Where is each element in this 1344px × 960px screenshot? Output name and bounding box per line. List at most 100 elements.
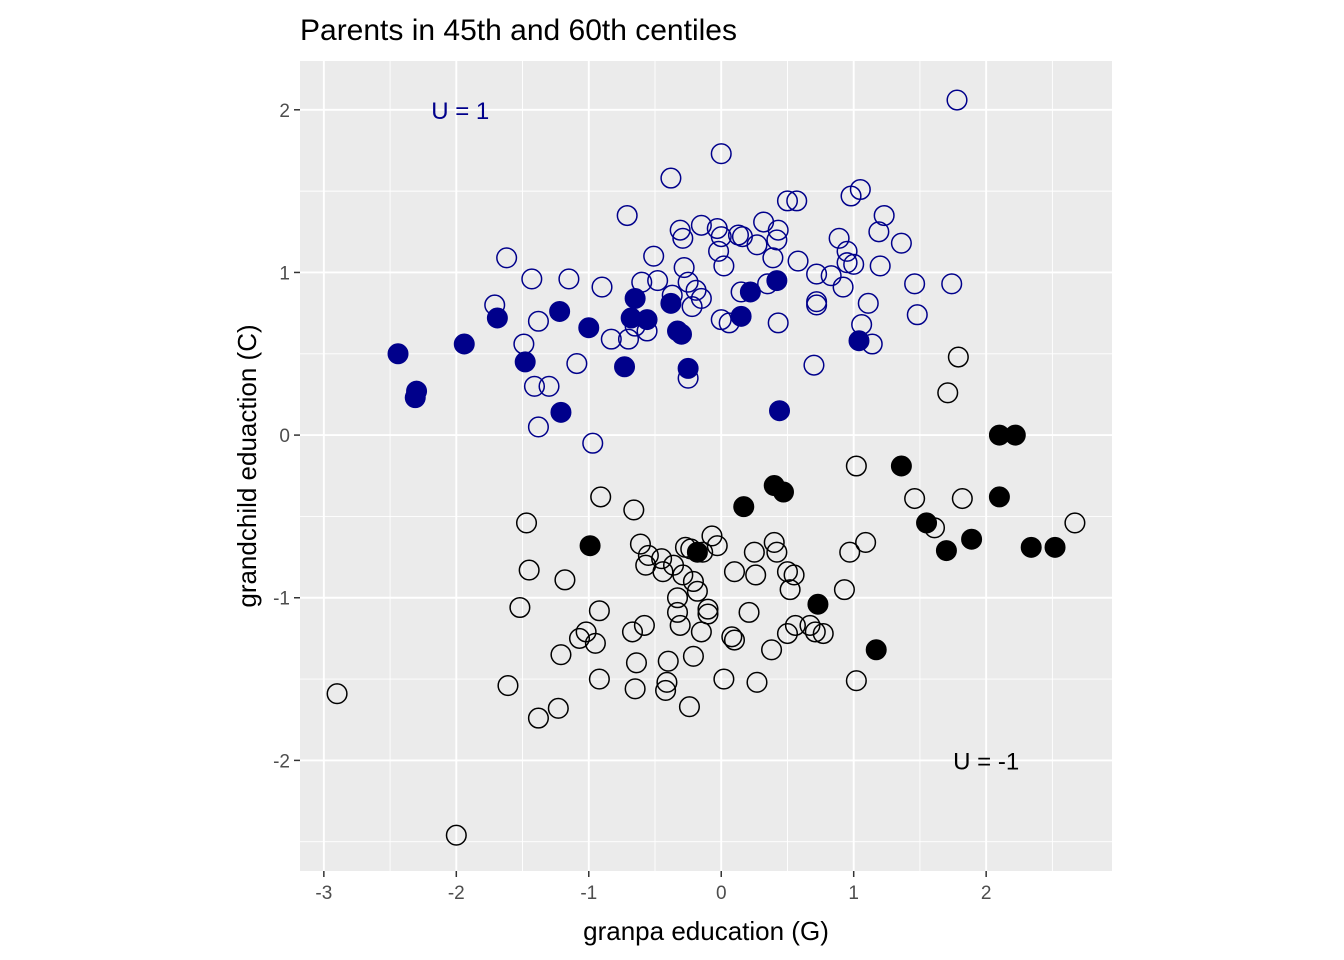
data-point-filled xyxy=(935,540,957,562)
data-point-filled xyxy=(890,455,912,477)
data-point-open xyxy=(445,824,467,846)
data-point-open xyxy=(590,486,612,508)
data-point-filled xyxy=(739,281,761,303)
data-point-open xyxy=(677,271,699,293)
data-point-open xyxy=(558,268,580,290)
data-point-open xyxy=(804,621,826,643)
data-point-open xyxy=(682,645,704,667)
data-point-open xyxy=(806,263,828,285)
data-point-open xyxy=(746,234,768,256)
x-tick-label: 1 xyxy=(848,883,859,904)
data-point-open xyxy=(723,629,746,651)
data-point-open xyxy=(766,229,788,251)
data-point-open xyxy=(843,253,865,275)
x-tick-label: 0 xyxy=(716,883,727,904)
data-point-open xyxy=(616,204,638,227)
chart-title: Parents in 45th and 60th centiles xyxy=(300,14,737,47)
data-point-filled xyxy=(865,639,887,661)
data-point-open xyxy=(873,204,895,227)
data-point-filled xyxy=(579,535,601,557)
data-point-open xyxy=(656,671,678,693)
data-point-open xyxy=(496,247,518,269)
data-point-open xyxy=(617,328,640,350)
data-point-open xyxy=(839,541,861,563)
data-point-open xyxy=(845,455,867,477)
y-tick-label: -1 xyxy=(273,589,290,610)
data-point-filled xyxy=(486,307,508,329)
data-point-open xyxy=(937,382,959,404)
data-point-filled xyxy=(1020,536,1042,558)
data-point-open xyxy=(776,190,799,212)
data-point-open xyxy=(713,668,735,690)
data-point-open xyxy=(761,639,783,661)
data-point-open xyxy=(657,650,679,672)
x-tick-label: -1 xyxy=(580,883,597,904)
data-point-open xyxy=(820,265,842,287)
data-point-open xyxy=(672,227,694,249)
data-point-filled xyxy=(404,387,426,409)
data-point-open xyxy=(799,614,821,636)
data-point-open xyxy=(625,652,648,674)
data-point-filled xyxy=(733,496,755,518)
data-point-open xyxy=(868,221,890,243)
data-point-open xyxy=(806,294,828,316)
x-tick-label: 2 xyxy=(981,883,992,904)
data-point-open xyxy=(690,621,712,643)
data-point-open xyxy=(588,668,610,690)
data-point-open xyxy=(690,214,712,236)
data-point-filled xyxy=(578,317,600,339)
data-point-open xyxy=(832,276,854,298)
data-point-open xyxy=(904,487,926,510)
annotation-label: U = 1 xyxy=(431,98,489,125)
data-point-open xyxy=(509,596,531,619)
data-point-open xyxy=(643,245,665,267)
data-point-open xyxy=(591,276,613,298)
data-point-open xyxy=(633,614,655,636)
data-point-open xyxy=(706,535,728,557)
data-point-filled xyxy=(807,593,829,615)
data-point-open xyxy=(652,561,674,583)
data-point-filled xyxy=(848,330,870,352)
data-point-open xyxy=(666,601,689,623)
data-point-open xyxy=(682,570,704,593)
y-tick-label: 0 xyxy=(279,426,290,447)
data-point-open xyxy=(624,678,646,700)
data-point-open xyxy=(783,564,805,586)
data-point-open xyxy=(655,679,677,702)
data-point-open xyxy=(710,143,732,165)
data-point-filled xyxy=(1004,424,1026,446)
data-point-filled xyxy=(988,486,1010,508)
data-point-open xyxy=(803,354,825,376)
data-point-filled xyxy=(624,287,646,309)
data-point-filled xyxy=(961,528,983,550)
data-point-open xyxy=(647,270,669,292)
data-point-open xyxy=(1064,512,1086,534)
minor-gridlines xyxy=(300,61,1112,871)
y-axis: -2 -1 0 1 2 xyxy=(273,101,300,772)
data-point-open xyxy=(678,696,700,718)
data-point-open xyxy=(857,292,879,314)
data-point-open xyxy=(906,304,928,326)
data-point-filled xyxy=(614,356,636,378)
y-tick-label: -2 xyxy=(273,751,290,772)
data-point-open xyxy=(869,255,891,277)
data-point-filled xyxy=(686,541,708,563)
data-point-open xyxy=(568,627,591,649)
data-point-open xyxy=(582,432,604,454)
data-point-open xyxy=(669,614,691,636)
data-point-open xyxy=(497,675,519,697)
data-point-filled xyxy=(387,343,409,365)
data-point-open xyxy=(946,89,968,111)
data-point-open xyxy=(554,569,576,591)
data-point-open xyxy=(701,525,723,547)
data-point-filled xyxy=(670,323,692,345)
data-point-open xyxy=(660,167,682,189)
data-point-open xyxy=(767,312,789,334)
data-point-open xyxy=(584,632,606,654)
data-point-open xyxy=(738,601,760,623)
data-point-open xyxy=(518,559,540,581)
data-point-open xyxy=(784,614,806,636)
data-point-open xyxy=(743,541,765,563)
data-point-open xyxy=(745,564,767,586)
